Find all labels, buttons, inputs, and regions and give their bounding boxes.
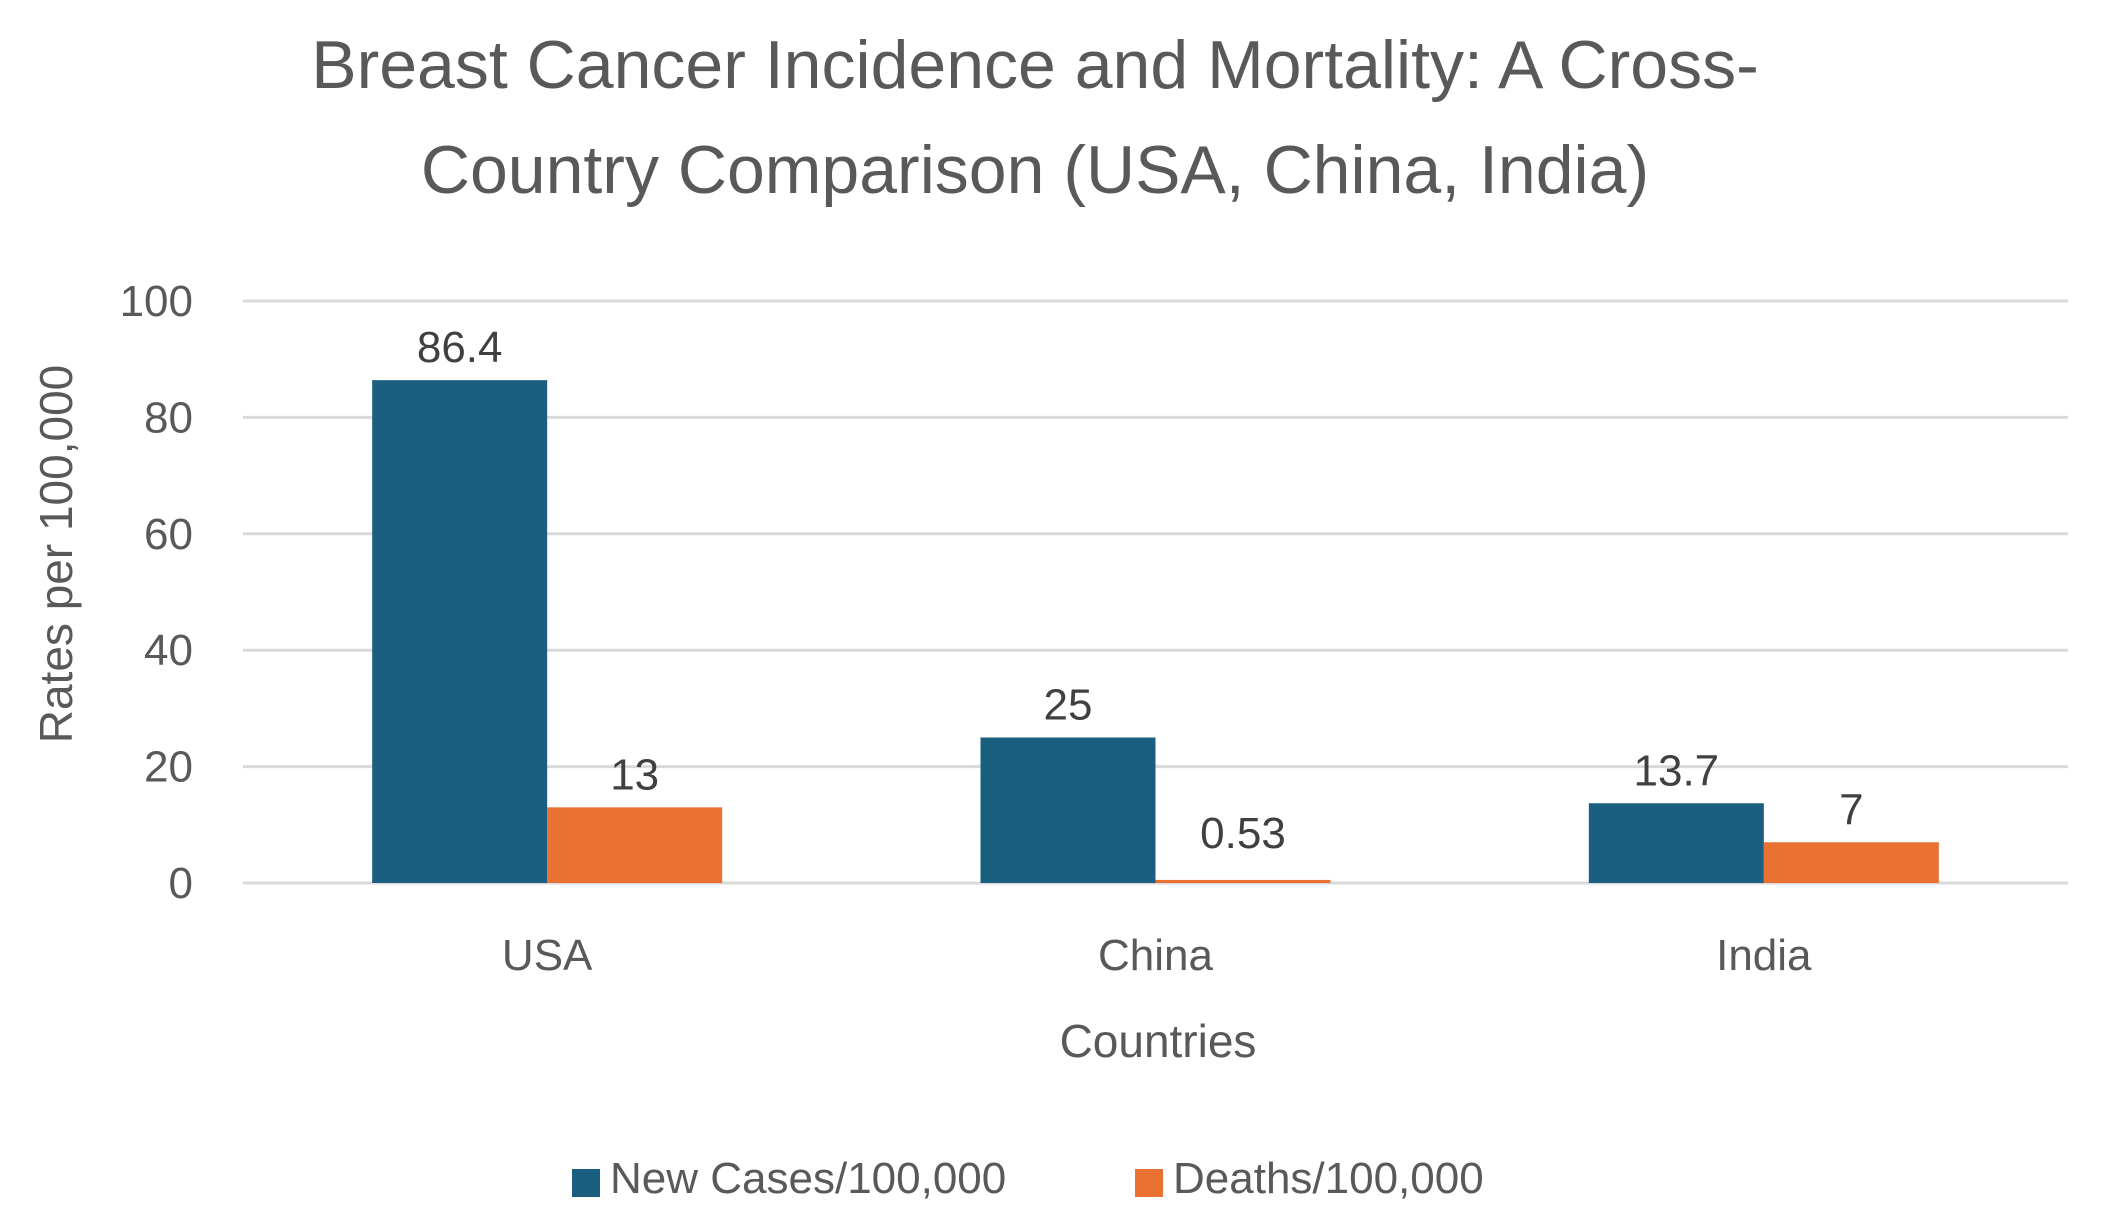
y-tick-label: 80 <box>144 393 193 442</box>
data-labels: 86.4 13 25 0.53 13.7 7 <box>417 323 1864 858</box>
legend-label: New Cases/100,000 <box>610 1154 1006 1203</box>
bars <box>372 380 1939 883</box>
chart-title-line-2: Country Comparison (USA, China, India) <box>421 132 1649 208</box>
legend-label: Deaths/100,000 <box>1173 1154 1484 1203</box>
y-axis-label: Rates per 100,000 <box>30 365 82 744</box>
x-tick-label: China <box>1098 931 1213 980</box>
chart-title-line-1: Breast Cancer Incidence and Mortality: A… <box>311 27 1759 103</box>
legend-swatch <box>1135 1169 1163 1197</box>
y-tick-label: 100 <box>120 277 193 326</box>
chart-title: Breast Cancer Incidence and Mortality: A… <box>311 27 1759 208</box>
data-label: 13.7 <box>1634 746 1720 795</box>
legend-swatch <box>572 1169 600 1197</box>
y-axis-ticks: 0 20 40 60 80 100 <box>120 277 193 908</box>
data-label: 0.53 <box>1200 809 1286 858</box>
data-label: 25 <box>1044 681 1093 730</box>
y-tick-label: 60 <box>144 510 193 559</box>
bar-usa-deaths <box>547 807 723 883</box>
bar-china-deaths <box>1155 879 1331 883</box>
x-tick-label: USA <box>502 931 593 980</box>
bar-china-new-cases <box>980 737 1156 883</box>
x-axis-ticks: USA China India <box>502 931 1812 980</box>
data-label: 7 <box>1839 785 1863 834</box>
legend: New Cases/100,000 Deaths/100,000 <box>572 1154 1484 1203</box>
data-label: 86.4 <box>417 323 503 372</box>
x-axis-label: Countries <box>1060 1015 1257 1067</box>
y-tick-label: 40 <box>144 626 193 675</box>
bar-india-new-cases <box>1588 803 1764 883</box>
bar-india-deaths <box>1763 842 1939 883</box>
bar-usa-new-cases <box>372 380 548 883</box>
data-label: 13 <box>610 750 659 799</box>
x-tick-label: India <box>1716 931 1812 980</box>
y-tick-label: 20 <box>144 743 193 792</box>
y-tick-label: 0 <box>169 859 193 908</box>
